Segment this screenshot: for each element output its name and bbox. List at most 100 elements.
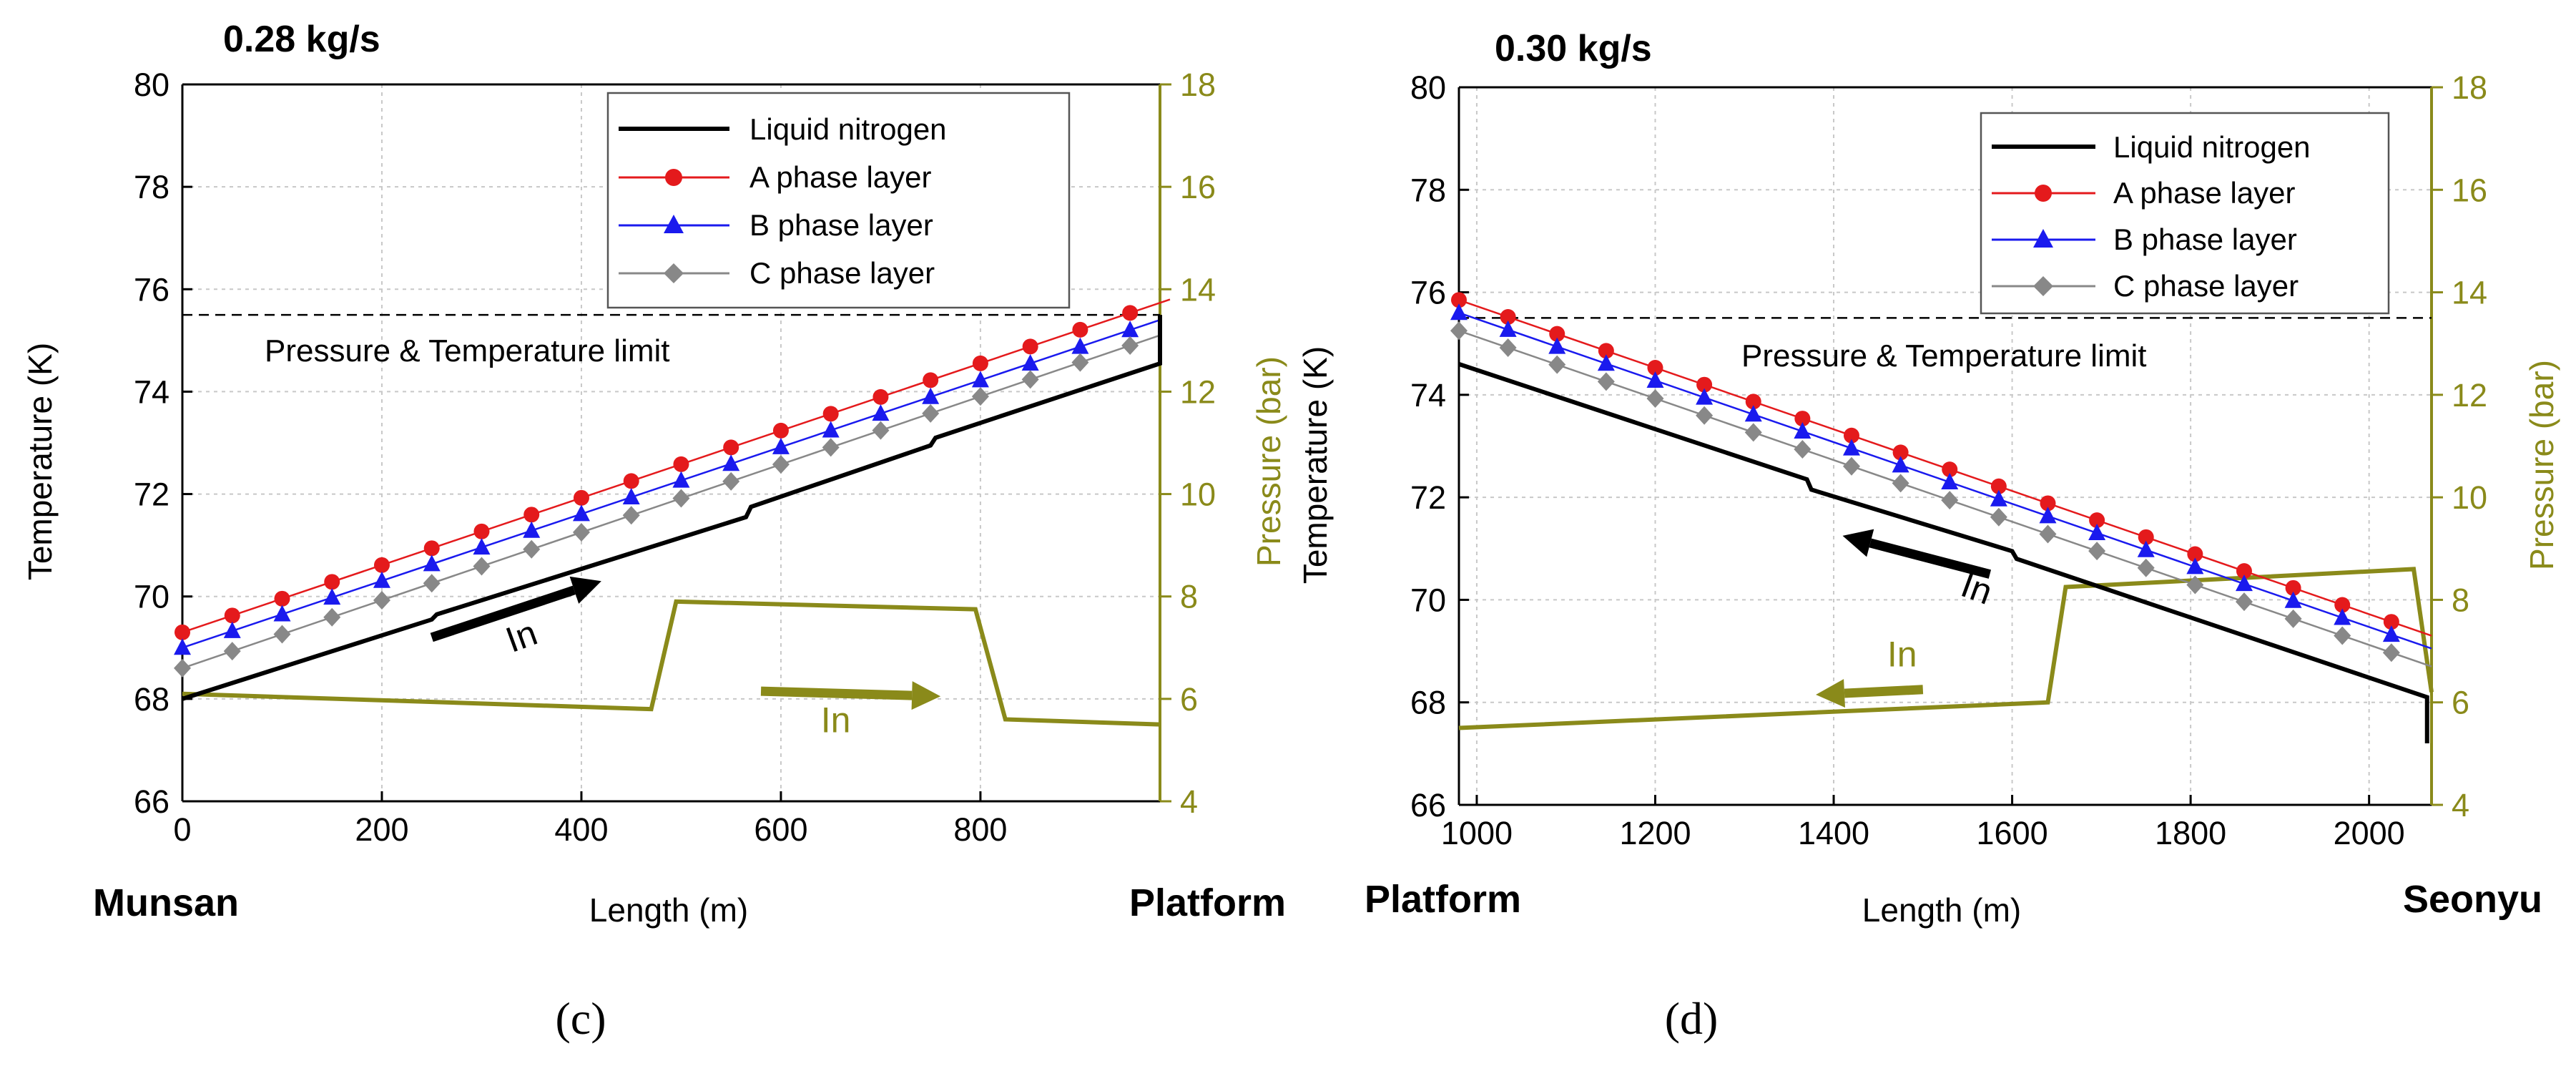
b-phase-marker — [872, 404, 890, 421]
legend: Liquid nitrogen A phase layer B phase la… — [1980, 112, 2390, 315]
x-axis-title: Length (m) — [1862, 891, 2021, 929]
a-phase-marker — [923, 372, 939, 388]
c-phase-marker — [1892, 474, 1909, 493]
x-tick-label: 1400 — [1798, 815, 1869, 851]
plot-lines-d — [1450, 292, 2434, 744]
legend-label-a: A phase layer — [749, 160, 932, 194]
a-phase-marker — [1122, 305, 1139, 321]
legend-label-a: A phase layer — [2113, 176, 2296, 210]
c-phase-marker — [971, 387, 989, 406]
b-phase-line — [182, 319, 1161, 649]
a-phase-marker — [573, 489, 589, 506]
c-phase-marker — [323, 607, 341, 627]
y-tick-label: 80 — [134, 67, 169, 103]
a-phase-marker — [1072, 321, 1088, 338]
c-phase-marker — [1548, 355, 1566, 374]
b-phase-marker — [2235, 574, 2253, 592]
chart-panel-c: 0 200 400 600 800666870727476788046810121416… — [21, 19, 1287, 1044]
limit-label: Pressure & Temperature limit — [265, 333, 670, 368]
b-phase-marker — [1941, 473, 1959, 490]
c-phase-marker — [572, 523, 590, 542]
a-phase-marker — [324, 574, 340, 590]
left-station-label: Platform — [1365, 878, 1521, 921]
c-phase-marker — [1842, 456, 1860, 476]
a-phase-marker — [1843, 427, 1859, 444]
right-station-label: Platform — [1129, 881, 1286, 924]
x-tick-label: 0 — [173, 811, 191, 848]
a-phase-marker — [2334, 597, 2351, 613]
y2-tick-label: 14 — [2452, 275, 2487, 311]
c-phase-marker — [722, 471, 740, 491]
a-phase-marker — [1598, 343, 1614, 359]
c-phase-marker — [2088, 542, 2106, 561]
a-phase-marker — [2383, 614, 2399, 630]
a-phase-marker — [1451, 292, 1467, 308]
chart-panel-d: 1000 1200 1400 1600 1800 20006668707274767880… — [1297, 28, 2560, 1044]
c-phase-marker — [2039, 524, 2057, 544]
in-label-pressure: In — [1887, 635, 1917, 675]
flow-arrow-temperature-shaft — [430, 585, 576, 642]
y-tick-label: 68 — [134, 681, 169, 718]
b-phase-marker — [2186, 557, 2204, 574]
c-phase-marker — [423, 574, 441, 593]
flow-arrow-pressure-head — [1816, 679, 1845, 708]
y-tick-label: 80 — [1410, 69, 1446, 106]
y-tick-label: 74 — [134, 373, 169, 410]
legend-marker-b — [664, 215, 684, 233]
x-tick-label: 1800 — [2155, 815, 2226, 851]
plot-lines-c — [174, 298, 1171, 727]
a-phase-marker — [1990, 478, 2007, 494]
x-tick-label: 400 — [554, 811, 608, 848]
c-phase-marker — [273, 625, 291, 644]
legend-marker-a — [665, 169, 682, 186]
legend-label-c: C phase layer — [749, 256, 935, 290]
c-phase-line — [182, 334, 1161, 670]
y2-tick-label: 8 — [1180, 579, 1198, 615]
b-phase-marker — [423, 554, 441, 572]
b-phase-marker — [2039, 507, 2057, 524]
x-axis-title: Length (m) — [589, 891, 748, 929]
x-tick-label: 600 — [754, 811, 807, 848]
c-phase-marker — [223, 642, 241, 661]
b-phase-marker — [2284, 591, 2302, 608]
y-tick-label: 78 — [1410, 172, 1446, 208]
y2-tick-label: 6 — [2452, 685, 2469, 721]
b-phase-marker — [672, 471, 690, 488]
c-phase-marker — [1071, 353, 1089, 372]
a-phase-marker — [1022, 338, 1038, 355]
b-phase-marker — [1744, 405, 1762, 422]
a-phase-marker — [174, 624, 190, 640]
legend-label-liquid: Liquid nitrogen — [2113, 130, 2311, 164]
flow-arrow-temperature-head — [569, 576, 601, 604]
c-phase-marker — [922, 404, 940, 423]
b-phase-marker — [1121, 321, 1139, 338]
b-phase-marker — [622, 487, 640, 504]
c-phase-marker — [473, 557, 491, 576]
y-tick-label: 72 — [134, 476, 169, 513]
limit-label: Pressure & Temperature limit — [1741, 338, 2147, 373]
c-phase-marker — [2382, 643, 2400, 662]
b-phase-marker — [2137, 540, 2155, 557]
b-phase-marker — [1021, 353, 1039, 371]
c-phase-marker — [772, 455, 790, 474]
x-tick-label: 800 — [953, 811, 1007, 848]
y2-tick-label: 18 — [1180, 67, 1216, 103]
x-tick-label: 2000 — [2334, 815, 2405, 851]
y2-tick-label: 16 — [2452, 172, 2487, 208]
c-phase-marker — [1990, 507, 2007, 527]
c-phase-marker — [2284, 609, 2302, 628]
c-phase-marker — [672, 489, 690, 508]
b-phase-marker — [772, 437, 790, 454]
flow-rate-label: 0.30 kg/s — [1495, 28, 1652, 69]
y2-tick-label: 14 — [1180, 271, 1216, 308]
grid-c: 0 200 400 600 800666870727476788046810121416… — [134, 67, 1216, 848]
c-phase-marker — [1744, 423, 1762, 442]
a-phase-marker — [1549, 326, 1565, 342]
y2-axis-title: Pressure (bar) — [1250, 356, 1287, 567]
b-phase-marker — [822, 421, 840, 438]
y2-tick-label: 16 — [1180, 169, 1216, 205]
b-phase-marker — [1646, 371, 1664, 388]
b-phase-marker — [1450, 303, 1468, 321]
a-phase-marker — [772, 422, 789, 439]
c-phase-marker — [2334, 626, 2351, 645]
